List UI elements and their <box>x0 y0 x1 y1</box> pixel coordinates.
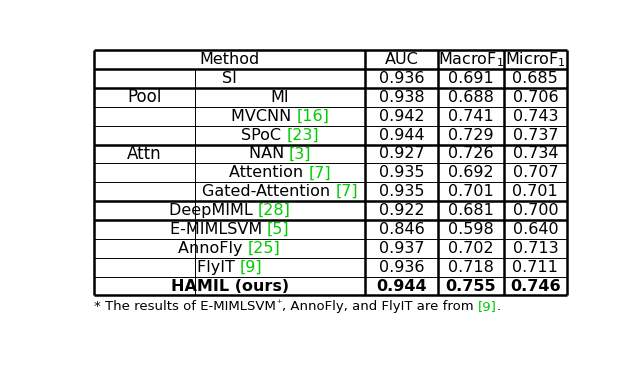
Text: [7]: [7] <box>335 184 358 199</box>
Text: 0.936: 0.936 <box>379 259 424 275</box>
Text: 0.640: 0.640 <box>513 222 558 237</box>
Text: 0.681: 0.681 <box>448 203 494 218</box>
Text: 0.944: 0.944 <box>379 128 424 143</box>
Text: 0.707: 0.707 <box>513 165 558 180</box>
Text: NAN: NAN <box>248 146 289 161</box>
Text: 0.702: 0.702 <box>448 241 494 256</box>
Text: 0.938: 0.938 <box>379 90 424 105</box>
Text: 0.741: 0.741 <box>448 109 494 124</box>
Text: HAMIL (ours): HAMIL (ours) <box>170 279 289 294</box>
Text: Gated-Attention: Gated-Attention <box>202 184 335 199</box>
Text: 0.688: 0.688 <box>448 90 494 105</box>
Text: , AnnoFly, and FlyIT are from: , AnnoFly, and FlyIT are from <box>282 300 478 313</box>
Text: 0.846: 0.846 <box>379 222 424 237</box>
Text: MVCNN: MVCNN <box>231 109 296 124</box>
Text: 0.726: 0.726 <box>448 146 494 161</box>
Text: 0.922: 0.922 <box>379 203 424 218</box>
Text: 0.942: 0.942 <box>379 109 424 124</box>
Text: 0.734: 0.734 <box>513 146 558 161</box>
Text: [9]: [9] <box>478 300 497 313</box>
Text: [25]: [25] <box>248 241 281 256</box>
Text: 0.927: 0.927 <box>379 146 424 161</box>
Text: MI: MI <box>271 90 289 105</box>
Text: [7]: [7] <box>308 165 331 180</box>
Text: .: . <box>497 300 501 313</box>
Text: 0.755: 0.755 <box>445 279 496 294</box>
Text: 0.701: 0.701 <box>448 184 494 199</box>
Text: SPoC: SPoC <box>241 128 286 143</box>
Text: 0.700: 0.700 <box>513 203 558 218</box>
Text: AnnoFly: AnnoFly <box>179 241 248 256</box>
Text: MicroF$_1$: MicroF$_1$ <box>505 50 566 69</box>
Text: 0.746: 0.746 <box>510 279 561 294</box>
Text: [16]: [16] <box>296 109 329 124</box>
Text: 0.706: 0.706 <box>513 90 558 105</box>
Text: 0.729: 0.729 <box>448 128 494 143</box>
Text: 0.718: 0.718 <box>448 259 494 275</box>
Text: 0.598: 0.598 <box>448 222 494 237</box>
Text: 0.711: 0.711 <box>513 259 558 275</box>
Text: 0.944: 0.944 <box>376 279 427 294</box>
Text: ⁺: ⁺ <box>276 298 282 309</box>
Text: 0.701: 0.701 <box>513 184 558 199</box>
Text: 0.935: 0.935 <box>379 165 424 180</box>
Text: 0.743: 0.743 <box>513 109 558 124</box>
Text: 0.691: 0.691 <box>448 71 494 86</box>
Text: [9]: [9] <box>240 259 262 275</box>
Text: [23]: [23] <box>286 128 319 143</box>
Text: 0.685: 0.685 <box>513 71 558 86</box>
Text: 0.692: 0.692 <box>448 165 494 180</box>
Text: E-MIMLSVM: E-MIMLSVM <box>170 222 267 237</box>
Text: DeepMIML: DeepMIML <box>169 203 257 218</box>
Text: [3]: [3] <box>289 146 312 161</box>
Text: 0.935: 0.935 <box>379 184 424 199</box>
Text: [28]: [28] <box>257 203 291 218</box>
Text: Attention: Attention <box>229 165 308 180</box>
Text: 0.737: 0.737 <box>513 128 558 143</box>
Text: 0.937: 0.937 <box>379 241 424 256</box>
Text: Pool: Pool <box>127 88 161 106</box>
Text: [5]: [5] <box>267 222 289 237</box>
Text: FlyIT: FlyIT <box>196 259 240 275</box>
Text: 0.936: 0.936 <box>379 71 424 86</box>
Text: Method: Method <box>200 52 260 67</box>
Text: 0.713: 0.713 <box>513 241 558 256</box>
Text: MacroF$_1$: MacroF$_1$ <box>438 50 504 69</box>
Text: AUC: AUC <box>385 52 419 67</box>
Text: * The results of E-MIMLSVM: * The results of E-MIMLSVM <box>94 300 276 313</box>
Text: Attn: Attn <box>127 145 162 163</box>
Text: SI: SI <box>222 71 237 86</box>
